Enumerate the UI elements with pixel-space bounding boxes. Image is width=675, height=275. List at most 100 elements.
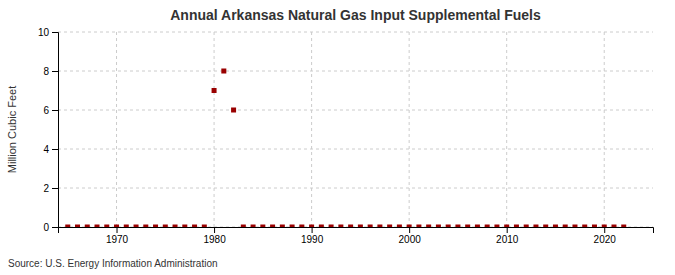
point bbox=[572, 225, 577, 228]
point bbox=[436, 225, 441, 228]
y-grid-line bbox=[58, 110, 653, 111]
point bbox=[202, 225, 207, 228]
x-tick-mark bbox=[117, 227, 118, 233]
x-tick-label: 1990 bbox=[301, 234, 324, 245]
x-axis: 197019801990200020102020 bbox=[59, 227, 654, 245]
x-tick: 2020 bbox=[594, 227, 617, 245]
y-tick: 6 bbox=[43, 105, 58, 116]
y-tick-label: 8 bbox=[43, 66, 49, 77]
x-grid-line bbox=[311, 32, 312, 227]
x-tick: 1980 bbox=[203, 227, 226, 245]
point bbox=[182, 225, 187, 228]
point bbox=[65, 225, 70, 228]
point bbox=[260, 225, 265, 228]
point bbox=[153, 225, 158, 228]
y-axis-label: Million Cubic Feet bbox=[6, 86, 18, 173]
point bbox=[446, 225, 451, 228]
y-tick: 8 bbox=[43, 66, 58, 77]
plot: 1970198019902000201020200246810 bbox=[38, 27, 654, 245]
point bbox=[377, 225, 382, 228]
point bbox=[231, 108, 236, 113]
point bbox=[173, 225, 178, 228]
point bbox=[75, 225, 80, 228]
point bbox=[299, 225, 304, 228]
point bbox=[280, 225, 285, 228]
point bbox=[104, 225, 109, 228]
x-tick-mark bbox=[312, 227, 313, 233]
point bbox=[358, 225, 363, 228]
x-tick: 1990 bbox=[301, 227, 324, 245]
x-tick-mark bbox=[507, 227, 508, 233]
point bbox=[475, 225, 480, 228]
x-tick-label: 2020 bbox=[594, 234, 617, 245]
chart: 1970198019902000201020200246810Annual Ar… bbox=[0, 0, 675, 275]
point bbox=[494, 225, 499, 228]
y-grid-line bbox=[58, 32, 653, 33]
point bbox=[329, 225, 334, 228]
point bbox=[485, 225, 490, 228]
point bbox=[290, 225, 295, 228]
y-grid-line bbox=[58, 71, 653, 72]
y-tick-mark bbox=[52, 149, 58, 150]
point bbox=[621, 225, 626, 228]
x-tick-mark bbox=[214, 227, 215, 233]
point bbox=[124, 225, 129, 228]
point bbox=[416, 225, 421, 228]
x-tick: 2000 bbox=[399, 227, 422, 245]
y-grid-line bbox=[58, 149, 653, 150]
point bbox=[85, 225, 90, 228]
point bbox=[163, 225, 168, 228]
point bbox=[426, 225, 431, 228]
y-tick-label: 2 bbox=[43, 183, 49, 194]
point bbox=[602, 225, 607, 228]
point bbox=[368, 225, 373, 228]
y-tick: 10 bbox=[38, 27, 58, 38]
y-tick-mark bbox=[52, 110, 58, 111]
point bbox=[95, 225, 100, 228]
point bbox=[553, 225, 558, 228]
title: Annual Arkansas Natural Gas Input Supple… bbox=[170, 7, 541, 23]
x-tick-label: 2000 bbox=[399, 234, 422, 245]
x-axis-line bbox=[59, 228, 654, 234]
point bbox=[134, 225, 139, 228]
y-tick-mark bbox=[52, 32, 58, 33]
point bbox=[251, 225, 256, 228]
point bbox=[592, 225, 597, 228]
y-tick-mark bbox=[52, 227, 58, 228]
y-axis-line bbox=[52, 33, 59, 228]
point bbox=[407, 225, 412, 228]
x-tick-mark bbox=[604, 227, 605, 233]
y-tick-label: 6 bbox=[43, 105, 49, 116]
x-tick: 2010 bbox=[496, 227, 519, 245]
x-grid-line bbox=[506, 32, 507, 227]
point bbox=[309, 225, 314, 228]
point bbox=[212, 88, 217, 93]
points bbox=[65, 69, 626, 228]
y-tick-mark bbox=[52, 71, 58, 72]
y-axis: 0246810 bbox=[38, 27, 59, 233]
y-tick-label: 10 bbox=[38, 27, 50, 38]
point bbox=[348, 225, 353, 228]
point bbox=[514, 225, 519, 228]
y-tick: 0 bbox=[43, 222, 58, 233]
point bbox=[192, 225, 197, 228]
x-grid-line bbox=[604, 32, 605, 227]
point bbox=[241, 225, 246, 228]
y-grid-line bbox=[58, 188, 653, 189]
point bbox=[524, 225, 529, 228]
point bbox=[533, 225, 538, 228]
point bbox=[543, 225, 548, 228]
x-grid-line bbox=[214, 32, 215, 227]
point bbox=[582, 225, 587, 228]
point bbox=[270, 225, 275, 228]
x-grid-line bbox=[116, 32, 117, 227]
y-tick-label: 0 bbox=[43, 222, 49, 233]
point bbox=[465, 225, 470, 228]
y-tick: 2 bbox=[43, 183, 58, 194]
point bbox=[455, 225, 460, 228]
y-tick-mark bbox=[52, 188, 58, 189]
point bbox=[387, 225, 392, 228]
source: Source: U.S. Energy Information Administ… bbox=[8, 258, 218, 269]
point bbox=[221, 69, 226, 74]
point bbox=[611, 225, 616, 228]
